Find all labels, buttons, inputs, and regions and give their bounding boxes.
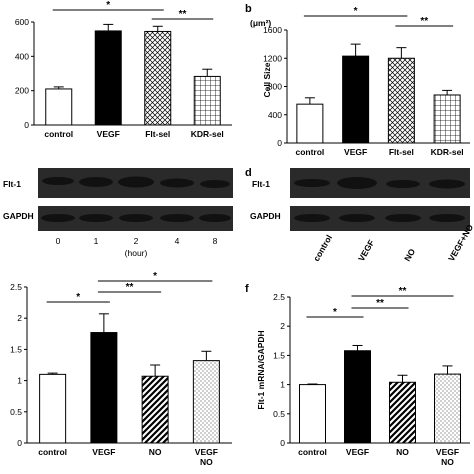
y-tick-label: 0.5 [273, 409, 285, 419]
blot-c-axis-label: (hour) [125, 248, 148, 258]
category-label: control [38, 447, 67, 457]
blot-c-lane-label: 0 [56, 236, 61, 246]
significance-label: * [153, 271, 157, 282]
bar [296, 103, 324, 144]
significance-label: ** [420, 16, 428, 27]
blot-d-row-flt1: Flt-1 [252, 179, 270, 189]
significance-label: * [354, 6, 358, 17]
bar [387, 57, 415, 144]
bar [90, 332, 118, 444]
y-tick-label: 1 [17, 376, 22, 386]
blot-c-row-flt1: Flt-1 [3, 179, 21, 189]
blot-c-lane-label: 4 [175, 236, 180, 246]
blot-d-lane-label: control [311, 233, 334, 263]
category-label: KDR-sel [431, 147, 464, 157]
y-tick-label: 0 [17, 438, 22, 448]
significance-label: ** [376, 298, 384, 309]
y-tick-label: 800 [268, 82, 282, 92]
bar [39, 373, 67, 444]
blot-d: Flt-1 GAPDH control VEGF NO VEGF+NO [250, 168, 474, 263]
category-label: Flt-sel [145, 129, 170, 139]
category-label: VEGF [344, 147, 367, 157]
y-tick-label: 0 [277, 138, 282, 148]
category-label: NO [396, 447, 409, 457]
y-tick-label: 1.5 [10, 344, 22, 354]
y-tick-label: 1200 [263, 53, 282, 63]
panel-letter-d: d [245, 167, 252, 179]
y-tick-label: 0 [280, 438, 285, 448]
blot-c-lane-label: 8 [213, 236, 218, 246]
significance-label: ** [179, 9, 187, 20]
category-label: VEGF [346, 447, 369, 457]
category-label: KDR-sel [191, 129, 224, 139]
significance-label: * [333, 307, 337, 318]
bar [433, 94, 461, 144]
blot-c-lane-label: 2 [134, 236, 139, 246]
significance-label: * [106, 0, 110, 11]
category-label: Flt-sel [389, 147, 414, 157]
bar [45, 88, 73, 126]
y-tick-label: 2 [17, 313, 22, 323]
panel-f-ylabel: Flt-1 mRNA/GAPDH [256, 330, 266, 409]
category-label: VEGF NO [195, 447, 218, 467]
y-tick-label: 600 [15, 17, 29, 27]
category-label: VEGF [92, 447, 115, 457]
significance-label: * [76, 292, 80, 303]
panel-b-unit: (μm²) [250, 18, 271, 28]
significance-label: ** [126, 282, 134, 293]
bar [389, 381, 416, 444]
bar [141, 375, 169, 444]
category-label: control [44, 129, 73, 139]
y-tick-label: 1.5 [273, 350, 285, 360]
category-label: control [295, 147, 324, 157]
y-tick-label: 0.5 [10, 407, 22, 417]
bar [144, 30, 172, 126]
category-label: control [298, 447, 327, 457]
category-label: VEGF NO [436, 447, 459, 467]
bar [94, 30, 122, 126]
panel-b-ylabel: Cell Size [262, 62, 272, 97]
y-tick-label: 400 [268, 110, 282, 120]
blot-c-row-gapdh: GAPDH [3, 211, 34, 221]
bar [193, 75, 221, 126]
bar [342, 55, 370, 144]
y-tick-label: 200 [15, 86, 29, 96]
blot-d-lane-label: NO [402, 247, 417, 263]
blot-c-lane-label: 1 [94, 236, 99, 246]
y-tick-label: 400 [15, 51, 29, 61]
y-tick-label: 1 [280, 380, 285, 390]
panel-letter-b: b [245, 3, 252, 15]
blot-d-row-gapdh: GAPDH [250, 211, 281, 221]
y-tick-label: 0 [24, 120, 29, 130]
y-tick-label: 2 [280, 321, 285, 331]
blot-d-lane-label: VEGF [356, 238, 376, 263]
panel-letter-f: f [245, 283, 249, 295]
bar [299, 384, 326, 444]
y-tick-label: 1600 [263, 25, 282, 35]
category-label: NO [149, 447, 162, 457]
bar [344, 350, 371, 444]
y-tick-label: 2.5 [10, 282, 22, 292]
significance-label: ** [399, 286, 407, 297]
bar [192, 360, 220, 444]
y-tick-label: 2.5 [273, 292, 285, 302]
bar [434, 373, 461, 444]
category-label: VEGF [97, 129, 120, 139]
chart-panel-b: 0 400 800 1200 1600 control VEGF Flt-sel KDR-sel… [263, 6, 470, 157]
blot-c: Flt-1 GAPDH 0 1 2 4 8 (hour) [3, 168, 233, 258]
